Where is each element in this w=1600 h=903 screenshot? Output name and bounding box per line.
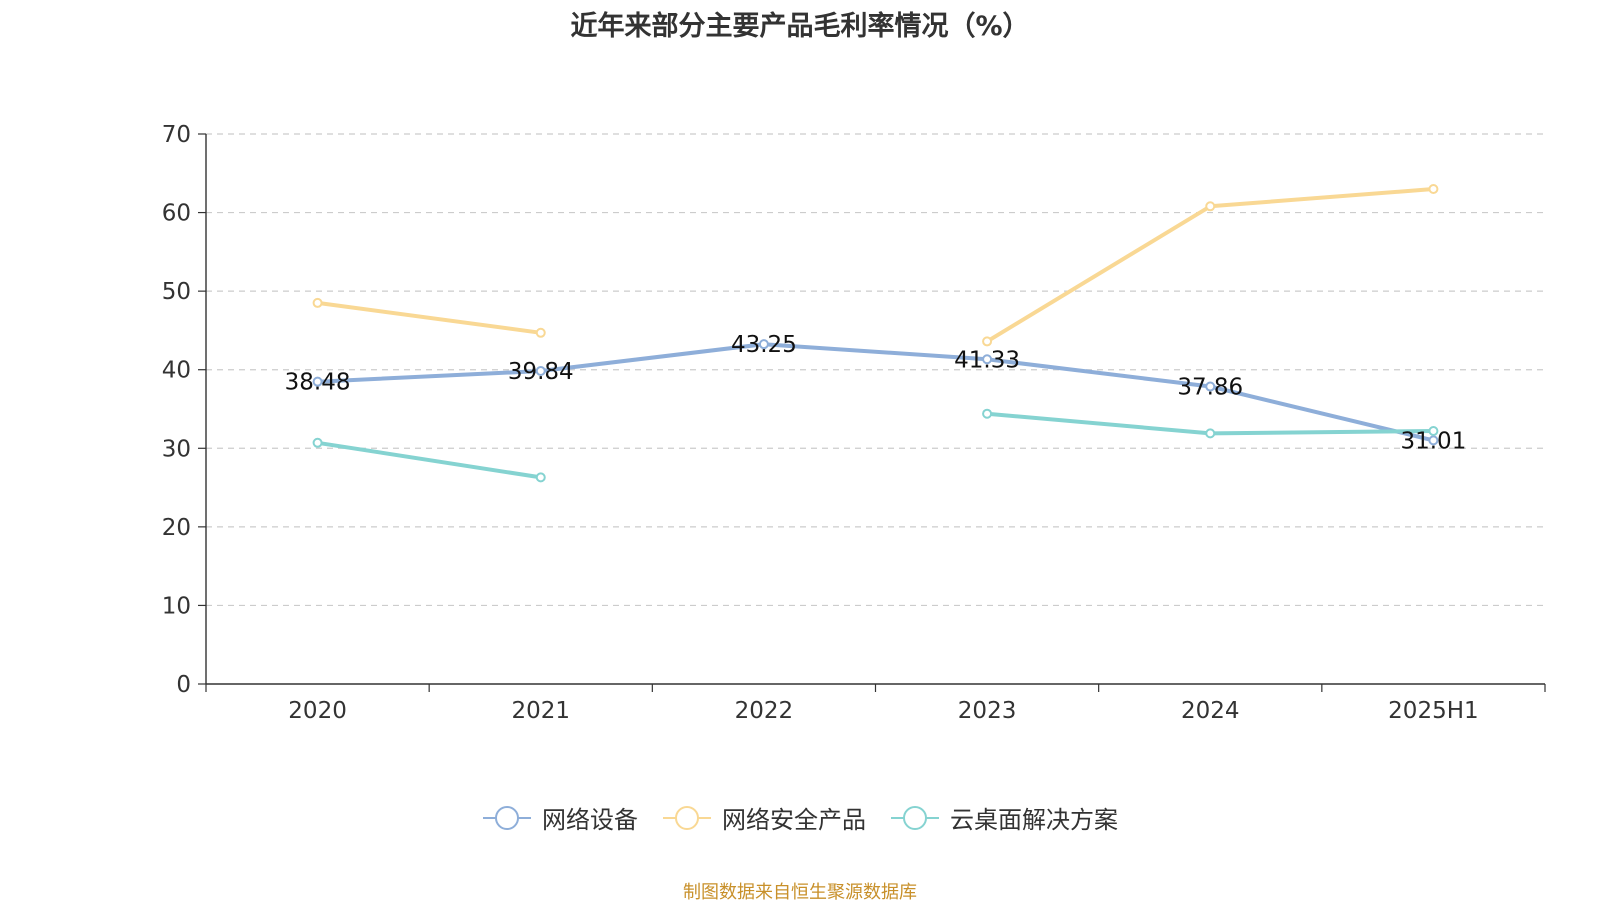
series-1-data-label: 43.25: [731, 332, 797, 358]
legend: 网络设备 网络安全产品 云桌面解决方案: [0, 800, 1600, 835]
x-tick-label: 2022: [735, 698, 794, 724]
y-tick-label: 10: [162, 593, 191, 619]
legend-icon-circle: [903, 805, 927, 830]
series-3-point: [535, 472, 546, 483]
series-3-point: [1205, 428, 1216, 439]
series-1-data-label: 31.01: [1400, 428, 1466, 454]
x-tick-label: 2021: [511, 698, 570, 724]
series-1-data-label: 39.84: [508, 359, 574, 385]
data-labels: 38.48 39.84 43.25 41.33 37.86 31.01: [285, 332, 1467, 454]
series-2-point: [1205, 201, 1216, 212]
series-1-data-label: 41.33: [954, 347, 1020, 373]
y-tick-label: 60: [162, 201, 191, 227]
y-tick-label: 20: [162, 515, 191, 541]
legend-item-series-2[interactable]: 网络安全产品: [662, 800, 866, 835]
legend-label: 网络设备: [542, 806, 638, 834]
y-tick-label: 40: [162, 358, 191, 384]
legend-icon-circle: [675, 805, 699, 830]
y-tick-label: 0: [176, 672, 191, 698]
series-3-line: [315, 440, 543, 480]
x-tick-label: 2020: [288, 698, 347, 724]
source-note: 制图数据来自恒生聚源数据库: [683, 882, 917, 903]
chart-title: 近年来部分主要产品毛利率情况（%）: [570, 11, 1030, 42]
x-tick-label: 2023: [958, 698, 1017, 724]
series-2-point: [1428, 184, 1439, 194]
y-tick-label: 50: [162, 279, 191, 305]
series-1-data-label: 37.86: [1177, 375, 1243, 401]
series-1-point: [1205, 381, 1216, 392]
legend-item-series-3[interactable]: 云桌面解决方案: [890, 800, 1118, 835]
series-1-point: [1428, 435, 1439, 446]
legend-label: 云桌面解决方案: [950, 806, 1118, 834]
series-3-point: [312, 437, 323, 448]
series-2-line: [315, 300, 543, 335]
series-1-point: [982, 354, 993, 365]
y-tick-label: 30: [162, 436, 191, 462]
legend-icon-circle: [495, 805, 519, 830]
legend-line-circle-icon: [663, 805, 711, 830]
series-lines: [312, 184, 1439, 483]
legend-line-circle-icon: [483, 805, 531, 830]
x-tick-label: 2025H1: [1388, 698, 1478, 724]
series-2-point: [982, 336, 993, 347]
line-chart: 0 10 20 30 40 50 60 70 2020 2021 2022 2023 2024 2025H…: [162, 122, 1546, 724]
series-1-point: [312, 376, 323, 387]
x-tick-label: 2024: [1181, 698, 1240, 724]
series-2-point: [535, 327, 546, 338]
y-tick-label: 70: [162, 122, 191, 148]
legend-label: 网络安全产品: [722, 806, 866, 834]
grid-lines: [206, 133, 1545, 607]
series-1-line: [315, 342, 1436, 443]
series-1-point: [758, 339, 769, 350]
series-3-point: [1428, 426, 1439, 436]
series-3-point: [982, 408, 993, 419]
legend-item-series-1[interactable]: 网络设备: [482, 800, 638, 835]
axes: 0 10 20 30 40 50 60 70 2020 2021 2022 2023 2024 2025H…: [162, 122, 1546, 724]
series-1-data-label: 38.48: [285, 370, 351, 396]
legend-line-circle-icon: [891, 805, 939, 830]
series-2-point: [312, 297, 323, 308]
series-1-point: [535, 365, 546, 376]
series-2-line: [985, 187, 1436, 344]
